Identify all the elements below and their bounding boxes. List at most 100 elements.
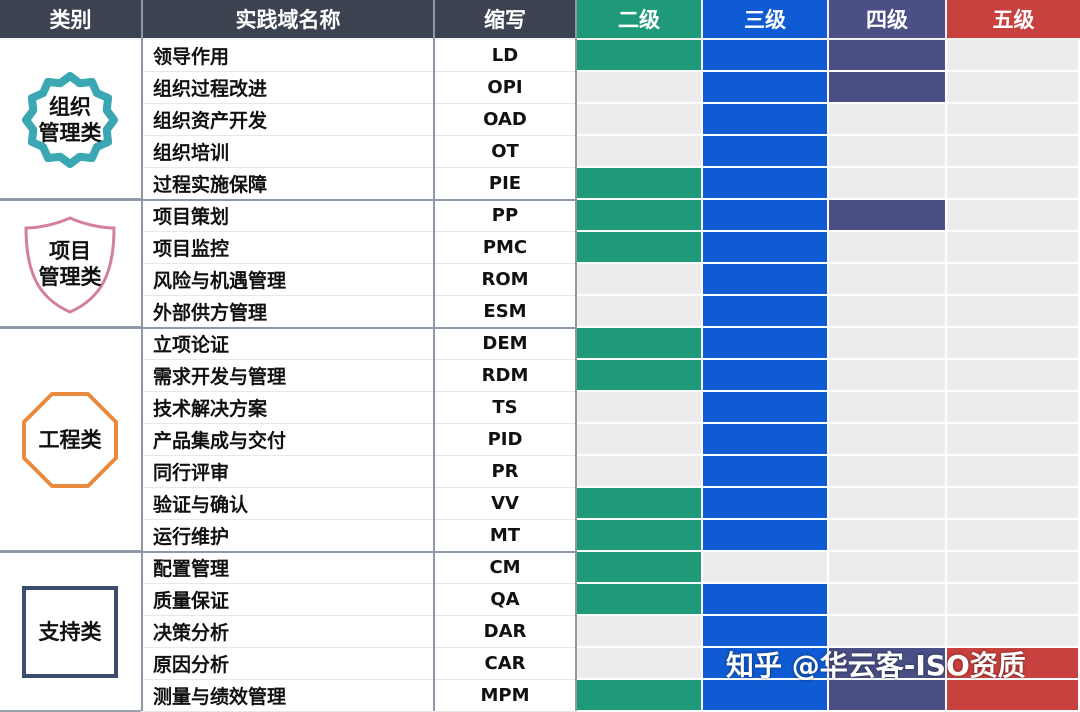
level3-cell (703, 264, 829, 296)
level3-cell (703, 488, 829, 520)
practice-name: 验证与确认 (143, 488, 433, 520)
category-label: 支持类 (39, 619, 102, 645)
level5-cell (947, 136, 1080, 168)
practice-name: 决策分析 (143, 616, 433, 648)
level3-cell (703, 104, 829, 136)
group-divider (0, 327, 577, 329)
practice-abbr: MT (435, 520, 575, 552)
category-label-line1: 组织 (49, 95, 91, 119)
level4-cell (829, 680, 947, 712)
category-badge: 组织 管理类 (18, 68, 122, 172)
level4-cell (829, 584, 947, 616)
category-label-line1: 工程类 (38, 428, 102, 452)
level4-cell (829, 136, 947, 168)
group-divider (0, 551, 577, 553)
level2-cell (577, 232, 703, 264)
practice-abbr: QA (435, 584, 575, 616)
level4-cell (829, 200, 947, 232)
practice-abbr: ESM (435, 296, 575, 328)
level5-cell (947, 296, 1080, 328)
practice-abbr: RDM (435, 360, 575, 392)
level3-cell (703, 520, 829, 552)
header-name: 实践域名称 (143, 0, 433, 38)
category-label: 项目 管理类 (39, 238, 102, 290)
level4-cell (829, 168, 947, 200)
practice-name: 原因分析 (143, 648, 433, 680)
level3-cell (703, 424, 829, 456)
level5-cell (947, 232, 1080, 264)
practice-name: 运行维护 (143, 520, 433, 552)
level3-cell (703, 296, 829, 328)
level5-cell (947, 584, 1080, 616)
level2-cell (577, 456, 703, 488)
level4-cell (829, 648, 947, 680)
level2-cell (577, 328, 703, 360)
level4-cell (829, 488, 947, 520)
category-label: 组织 管理类 (39, 94, 102, 146)
practice-abbr: PIE (435, 168, 575, 200)
level3-cell (703, 328, 829, 360)
level2-cell (577, 72, 703, 104)
level2-cell (577, 296, 703, 328)
level5-cell (947, 424, 1080, 456)
practice-name: 技术解决方案 (143, 392, 433, 424)
level3-cell (703, 200, 829, 232)
watermark: 知乎 @华云客-ISO资质 (726, 649, 1026, 682)
practice-name: 立项论证 (143, 328, 433, 360)
practice-abbr: PR (435, 456, 575, 488)
category-label-line1: 项目 (49, 239, 91, 263)
level3-cell (703, 392, 829, 424)
level5-cell (947, 104, 1080, 136)
practice-name: 风险与机遇管理 (143, 264, 433, 296)
practice-name: 测量与绩效管理 (143, 680, 433, 712)
header-level5: 五级 (947, 0, 1080, 38)
practice-name: 需求开发与管理 (143, 360, 433, 392)
level2-cell (577, 360, 703, 392)
level3-cell (703, 456, 829, 488)
level3-cell (703, 136, 829, 168)
level3-cell (703, 552, 829, 584)
practice-name: 外部供方管理 (143, 296, 433, 328)
level3-cell (703, 584, 829, 616)
flower-frame-icon (22, 72, 118, 168)
category-label-line1: 支持类 (38, 620, 102, 644)
practice-abbr: TS (435, 392, 575, 424)
practice-name: 同行评审 (143, 456, 433, 488)
level4-cell (829, 456, 947, 488)
column-divider (575, 0, 577, 711)
column-divider (433, 0, 435, 711)
practice-abbr: CAR (435, 648, 575, 680)
practice-name: 组织过程改进 (143, 72, 433, 104)
practice-abbr: LD (435, 40, 575, 72)
level2-cell (577, 680, 703, 712)
level2-cell (577, 200, 703, 232)
level2-cell (577, 40, 703, 72)
level4-cell (829, 392, 947, 424)
level5-cell (947, 200, 1080, 232)
category-label-line2: 管理类 (38, 121, 102, 145)
practice-name: 项目策划 (143, 200, 433, 232)
level2-cell (577, 584, 703, 616)
level5-cell (947, 680, 1080, 712)
level3-cell (703, 680, 829, 712)
level2-cell (577, 264, 703, 296)
category-badge: 项目 管理类 (18, 212, 122, 316)
group-divider (0, 199, 577, 201)
practice-abbr: OT (435, 136, 575, 168)
practice-abbr: DAR (435, 616, 575, 648)
practice-name: 组织资产开发 (143, 104, 433, 136)
level4-cell (829, 424, 947, 456)
level2-cell (577, 392, 703, 424)
level5-cell (947, 360, 1080, 392)
level3-cell (703, 616, 829, 648)
level4-cell (829, 328, 947, 360)
practice-name: 质量保证 (143, 584, 433, 616)
category-badge: 工程类 (18, 388, 122, 492)
level3-cell (703, 72, 829, 104)
octagon-frame-icon (22, 392, 118, 488)
level5-cell (947, 40, 1080, 72)
practice-abbr: PID (435, 424, 575, 456)
level4-cell (829, 616, 947, 648)
square-frame-icon (22, 586, 118, 678)
practice-abbr: CM (435, 552, 575, 584)
